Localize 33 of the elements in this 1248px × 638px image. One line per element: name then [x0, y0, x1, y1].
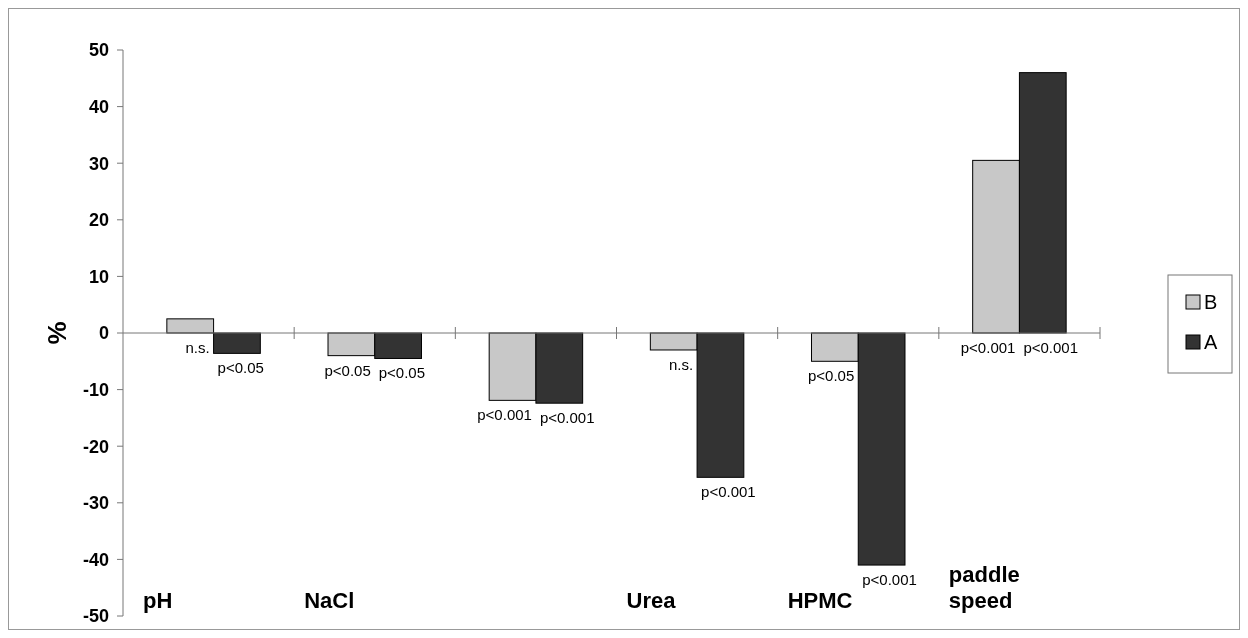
x-tick-label: paddle speed [948, 562, 1020, 613]
legend-label: A [1204, 331, 1218, 353]
y-tick-label: 0 [98, 323, 109, 344]
y-tick-label: 30 [88, 153, 109, 174]
data-label: p<0.05 [324, 361, 371, 379]
y-tick-label: -30 [82, 493, 109, 514]
legend-label: B [1204, 291, 1218, 313]
data-label: p<0.001 [701, 483, 756, 501]
x-tick-label: pH [143, 588, 173, 613]
bar [166, 318, 215, 334]
y-tick-label: 40 [88, 96, 109, 117]
y-tick-label: -10 [82, 379, 109, 400]
x-tick-label: Urea [626, 588, 677, 613]
x-tick-label: HPMC [787, 588, 853, 613]
y-tick-label: -40 [82, 549, 109, 570]
data-label: p<0.05 [378, 364, 426, 382]
data-label: n.s. [668, 355, 694, 373]
y-tick-label: -50 [82, 606, 109, 627]
data-label: p<0.05 [217, 359, 264, 377]
data-label: p<0.001 [539, 409, 595, 427]
data-label: p<0.001 [862, 571, 917, 589]
data-label: p<0.05 [807, 367, 855, 385]
y-tick-label: -20 [82, 436, 109, 457]
y-tick-label: 10 [88, 266, 109, 287]
data-label: p<0.001 [960, 339, 1016, 356]
y-axis-title: % [42, 321, 72, 345]
x-tick-label: NaCl [304, 588, 355, 613]
bar [213, 332, 261, 354]
y-tick-label: 50 [88, 40, 109, 61]
data-label: p<0.001 [1023, 339, 1079, 356]
data-label: n.s. [185, 339, 210, 356]
data-label: p<0.001 [477, 406, 532, 424]
y-tick-label: 20 [88, 210, 109, 231]
